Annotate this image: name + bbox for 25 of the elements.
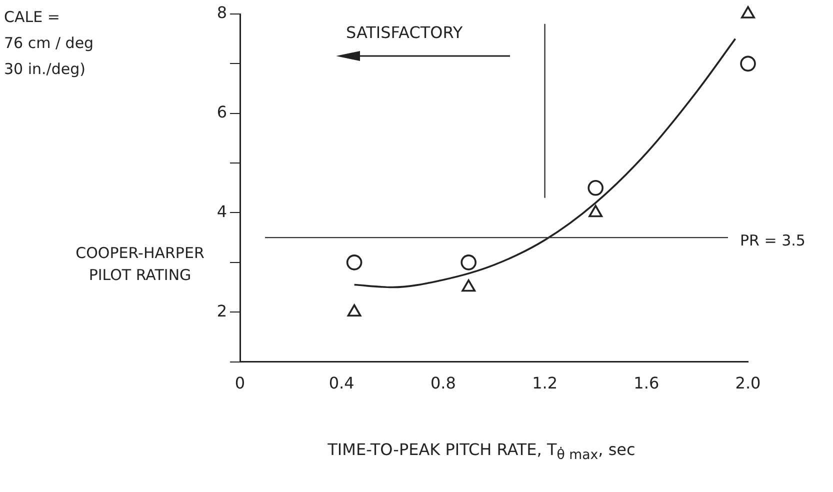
x-tick-label: 0 — [234, 374, 246, 393]
point — [588, 204, 603, 218]
point — [462, 279, 476, 292]
y-tick-label: 4 — [216, 202, 227, 221]
point — [740, 56, 756, 72]
point — [588, 180, 604, 196]
y-tick-label: 8 — [216, 3, 227, 22]
y-axis-title: COOPER-HARPER PILOT RATING — [76, 244, 204, 284]
text: CALE = — [4, 8, 60, 26]
x-tick-label: 0.4 — [328, 374, 354, 393]
annotation: SATISFACTORY — [346, 23, 463, 42]
x-tick-label: 2.0 — [735, 374, 761, 393]
text: 30 in./deg) — [4, 60, 86, 78]
point — [347, 304, 362, 317]
x-tick-label: 1.2 — [532, 374, 558, 393]
x-tick-label: 0.8 — [430, 374, 456, 393]
text: 76 cm / deg — [4, 34, 94, 52]
line-series — [353, 38, 736, 288]
y-tick-label: 6 — [216, 102, 227, 122]
point — [346, 254, 362, 270]
ref-line-label: PR = 3.5 — [740, 231, 806, 250]
point — [460, 254, 476, 270]
x-tick-label: 1.6 — [634, 374, 660, 393]
x-axis-title: TIME-TO-PEAK PITCH RATE, T$_{θ̇ max}$, sec — [326, 440, 636, 464]
y-tick-label: 2 — [216, 301, 227, 320]
